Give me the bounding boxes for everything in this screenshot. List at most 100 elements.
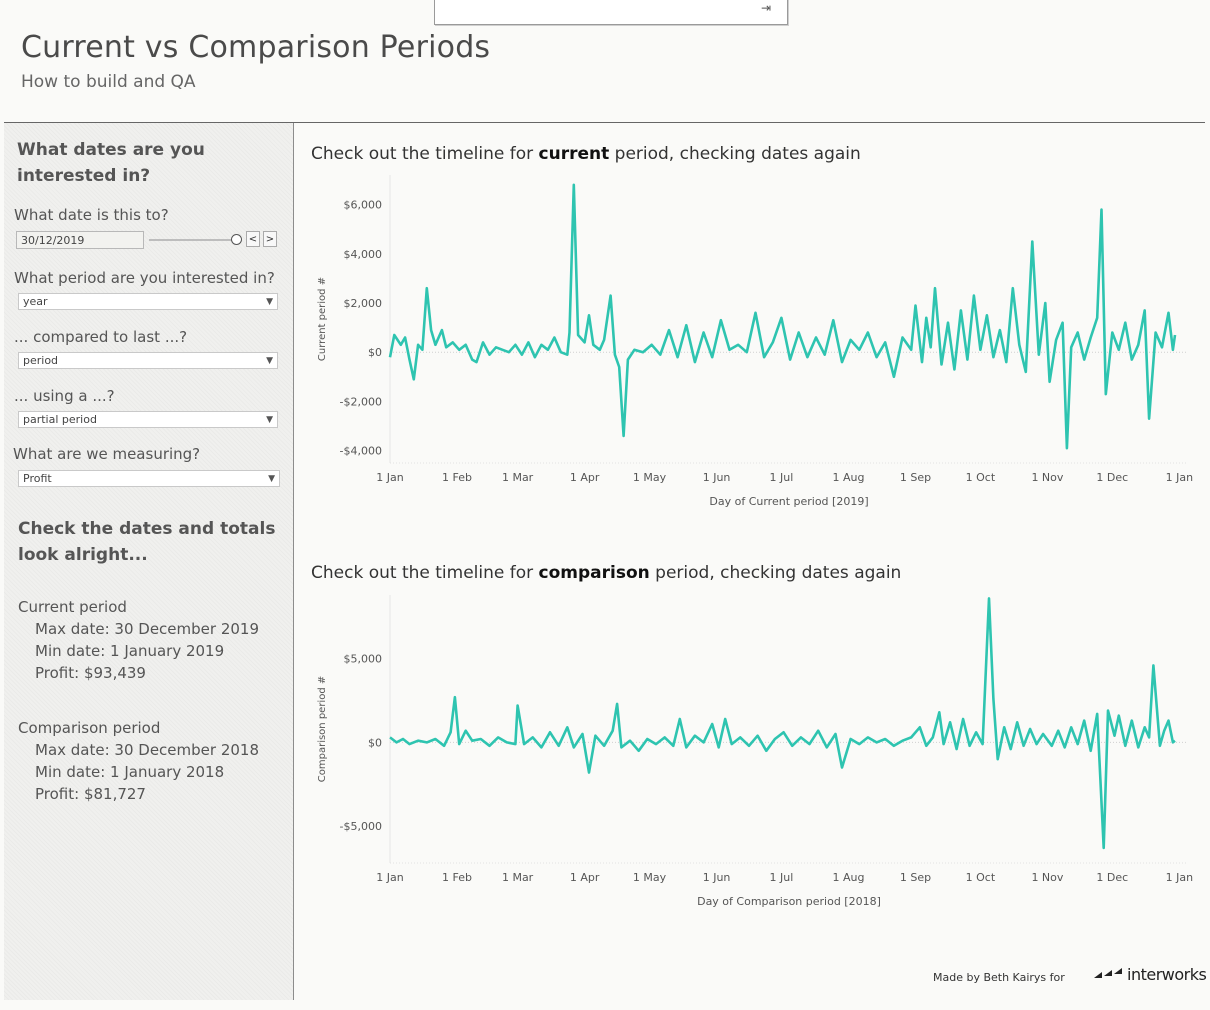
title-text: period, checking dates again xyxy=(649,563,902,583)
series-line[interactable] xyxy=(389,597,1176,850)
period-label: What period are you interested in? xyxy=(14,269,275,287)
y-tick-label: $4,000 xyxy=(344,248,383,261)
next-button[interactable]: > xyxy=(263,231,277,247)
x-tick-label: 1 Sep xyxy=(900,471,931,484)
pin-icon[interactable]: ⇥ xyxy=(760,1,771,15)
x-tick-label: 1 Mar xyxy=(502,871,534,884)
interworks-logo-text: interworks xyxy=(1127,965,1207,984)
series-line[interactable] xyxy=(388,183,1177,450)
period-dropdown[interactable]: year ▼ xyxy=(18,293,278,310)
current-chart-title: Check out the timeline for current perio… xyxy=(311,144,861,164)
summary-heading: Current period xyxy=(18,598,127,616)
x-tick-label: 1 Oct xyxy=(966,471,996,484)
chevron-left-icon: < xyxy=(248,234,258,245)
section-title-dates: What dates are you interested in? xyxy=(17,137,205,189)
x-tick-label: 1 Aug xyxy=(832,871,864,884)
comparison-chart-title: Check out the timeline for comparison pe… xyxy=(311,563,901,583)
x-tick-label: 1 Jul xyxy=(770,871,794,884)
period-value: year xyxy=(23,295,48,308)
x-tick-label: 1 May xyxy=(633,471,667,484)
y-tick-label: $5,000 xyxy=(344,653,383,666)
measure-value: Profit xyxy=(23,472,52,485)
x-tick-label: 1 Aug xyxy=(832,471,864,484)
y-tick-label: $6,000 xyxy=(344,199,383,212)
current-period-summary: Current period Max date: 30 December 201… xyxy=(18,596,259,684)
page-subtitle: How to build and QA xyxy=(21,72,196,92)
footer-credit: Made by Beth Kairys for xyxy=(933,971,1065,984)
x-tick-label: 1 Jul xyxy=(770,471,794,484)
measure-label: What are we measuring? xyxy=(13,445,201,463)
y-axis-title: Current period # xyxy=(317,277,328,361)
title-emphasis: comparison xyxy=(538,563,650,583)
page-title: Current vs Comparison Periods xyxy=(21,30,491,65)
section-title-line: interested in? xyxy=(17,166,151,186)
comparison-period-summary: Comparison period Max date: 30 December … xyxy=(18,717,259,805)
x-tick-label: 1 Mar xyxy=(502,471,534,484)
x-tick-label: 1 Jan xyxy=(1166,471,1193,484)
summary-total: Profit: $81,727 xyxy=(35,785,146,803)
x-tick-label: 1 May xyxy=(633,871,667,884)
x-tick-label: 1 Nov xyxy=(1031,471,1063,484)
current-period-line-chart[interactable]: $6,000 $4,000 $2,000 $0 -$2,000 -$4,000 1 Jan 1… xyxy=(300,175,1200,520)
x-tick-label: 1 Nov xyxy=(1031,871,1063,884)
x-tick-label: 1 Jun xyxy=(703,471,731,484)
compare-value: period xyxy=(23,354,59,367)
x-tick-label: 1 Jan xyxy=(376,471,403,484)
compare-dropdown[interactable]: period ▼ xyxy=(18,352,278,369)
x-tick-label: 1 Feb xyxy=(442,471,472,484)
header-divider xyxy=(4,122,1205,123)
date-slider-thumb[interactable] xyxy=(231,234,242,245)
dashboard-header: Current vs Comparison Periods How to bui… xyxy=(0,0,1210,123)
using-label: ... using a ...? xyxy=(14,387,115,405)
previous-button[interactable]: < xyxy=(246,231,260,247)
x-tick-label: 1 Jan xyxy=(376,871,403,884)
x-tick-label: 1 Apr xyxy=(570,471,600,484)
section-title-line: look alright... xyxy=(18,545,148,565)
summary-min-date: Min date: 1 January 2019 xyxy=(35,642,225,660)
summary-heading: Comparison period xyxy=(18,719,161,737)
y-axis-title: Comparison period # xyxy=(317,676,328,782)
summary-total: Profit: $93,439 xyxy=(35,664,146,682)
section-title-check: Check the dates and totals look alright.… xyxy=(18,516,275,568)
section-title-line: Check the dates and totals xyxy=(18,519,276,539)
y-tick-label: $0 xyxy=(368,736,382,749)
interworks-logo-icon xyxy=(1094,968,1122,978)
x-tick-label: 1 Feb xyxy=(442,871,472,884)
filter-sidebar: What dates are you interested in? What d… xyxy=(4,123,294,1000)
floating-panel: ⇥ xyxy=(434,0,788,25)
title-text: period, checking dates again xyxy=(609,144,861,164)
title-text: Check out the timeline for xyxy=(311,144,539,164)
summary-min-date: Min date: 1 January 2018 xyxy=(35,763,225,781)
date-label: What date is this to? xyxy=(14,206,169,224)
x-tick-label: 1 Jun xyxy=(703,871,731,884)
y-tick-label: -$5,000 xyxy=(340,820,382,833)
chevron-down-icon: ▼ xyxy=(266,297,273,307)
y-tick-label: $0 xyxy=(368,346,382,359)
compare-label: ... compared to last ...? xyxy=(14,328,188,346)
y-tick-label: $2,000 xyxy=(344,297,383,310)
date-slider-track[interactable] xyxy=(149,239,233,241)
y-tick-label: -$2,000 xyxy=(340,395,382,408)
measure-dropdown[interactable]: Profit ▼ xyxy=(18,470,280,487)
x-tick-label: 1 Jan xyxy=(1166,871,1193,884)
x-axis-title: Day of Comparison period [2018] xyxy=(697,895,881,908)
chevron-down-icon: ▼ xyxy=(266,356,273,366)
using-value: partial period xyxy=(23,413,97,426)
comparison-period-line-chart[interactable]: $5,000 $0 -$5,000 1 Jan 1 Feb 1 Mar 1 Apr 1 May… xyxy=(300,595,1200,920)
chevron-down-icon: ▼ xyxy=(268,474,275,484)
x-tick-label: 1 Dec xyxy=(1096,471,1128,484)
x-tick-label: 1 Apr xyxy=(570,871,600,884)
x-tick-label: 1 Sep xyxy=(900,871,931,884)
chevron-right-icon: > xyxy=(265,234,275,245)
x-tick-label: 1 Oct xyxy=(966,871,996,884)
section-title-line: What dates are you xyxy=(17,140,205,160)
summary-max-date: Max date: 30 December 2019 xyxy=(35,620,260,638)
title-text: Check out the timeline for xyxy=(311,563,539,583)
title-emphasis: current xyxy=(538,144,610,164)
using-dropdown[interactable]: partial period ▼ xyxy=(18,411,278,428)
x-tick-label: 1 Dec xyxy=(1096,871,1128,884)
date-input[interactable]: 30/12/2019 xyxy=(16,231,144,249)
summary-max-date: Max date: 30 December 2018 xyxy=(35,741,260,759)
chevron-down-icon: ▼ xyxy=(266,415,273,425)
x-axis-title: Day of Current period [2019] xyxy=(709,495,868,508)
